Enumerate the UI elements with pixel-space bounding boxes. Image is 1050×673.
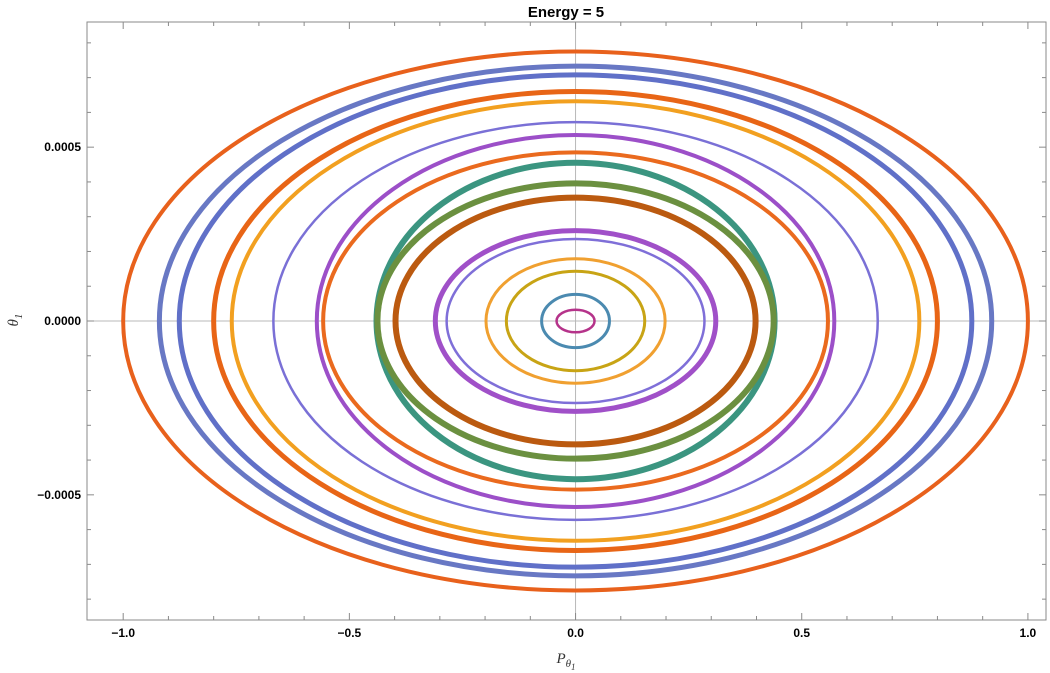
- orbit-curve: [504, 269, 647, 373]
- x-axis-label-subsub: 1: [571, 662, 576, 672]
- x-axis-label-sub: θ: [566, 658, 572, 670]
- x-tick-label: −0.5: [338, 626, 362, 640]
- x-tick-label: 0.5: [793, 626, 810, 640]
- tick-labels: −1.0 −0.5 0.0 0.5 1.0 0.0005 0.0000 −0.0005: [37, 140, 1036, 640]
- x-axis-label: Pθ1: [555, 651, 575, 672]
- chart-title: Energy = 5: [528, 4, 604, 21]
- orbit-curve: [374, 180, 777, 462]
- x-tick-label: −1.0: [111, 626, 135, 640]
- orbit-curve: [540, 292, 611, 350]
- orbits: [121, 49, 1030, 593]
- orbit-curve: [484, 257, 667, 385]
- orbit-curve: [432, 228, 719, 414]
- orbit-curve: [392, 194, 759, 448]
- orbit-curve: [272, 120, 879, 522]
- orbit-curve: [321, 150, 830, 492]
- ticks: [87, 22, 1046, 620]
- orbit-curve: [445, 237, 706, 405]
- orbit-curve: [555, 308, 596, 334]
- x-tick-label: 1.0: [1020, 626, 1037, 640]
- orbit-curve: [176, 72, 975, 570]
- orbit-curve: [229, 99, 922, 543]
- x-axis-label-base: P: [555, 651, 565, 667]
- x-tick-label: 0.0: [567, 626, 584, 640]
- y-tick-label: −0.0005: [37, 488, 81, 502]
- orbit-curve: [211, 89, 940, 553]
- y-axis-label-base: θ: [6, 318, 22, 326]
- orbit-curve: [121, 49, 1030, 593]
- y-axis-label: θ1: [6, 314, 25, 327]
- orbit-curve: [314, 132, 837, 510]
- y-tick-label: 0.0005: [44, 140, 81, 154]
- orbit-curve: [156, 63, 995, 579]
- y-axis-label-sub: 1: [13, 314, 25, 320]
- y-tick-label: 0.0000: [44, 314, 81, 328]
